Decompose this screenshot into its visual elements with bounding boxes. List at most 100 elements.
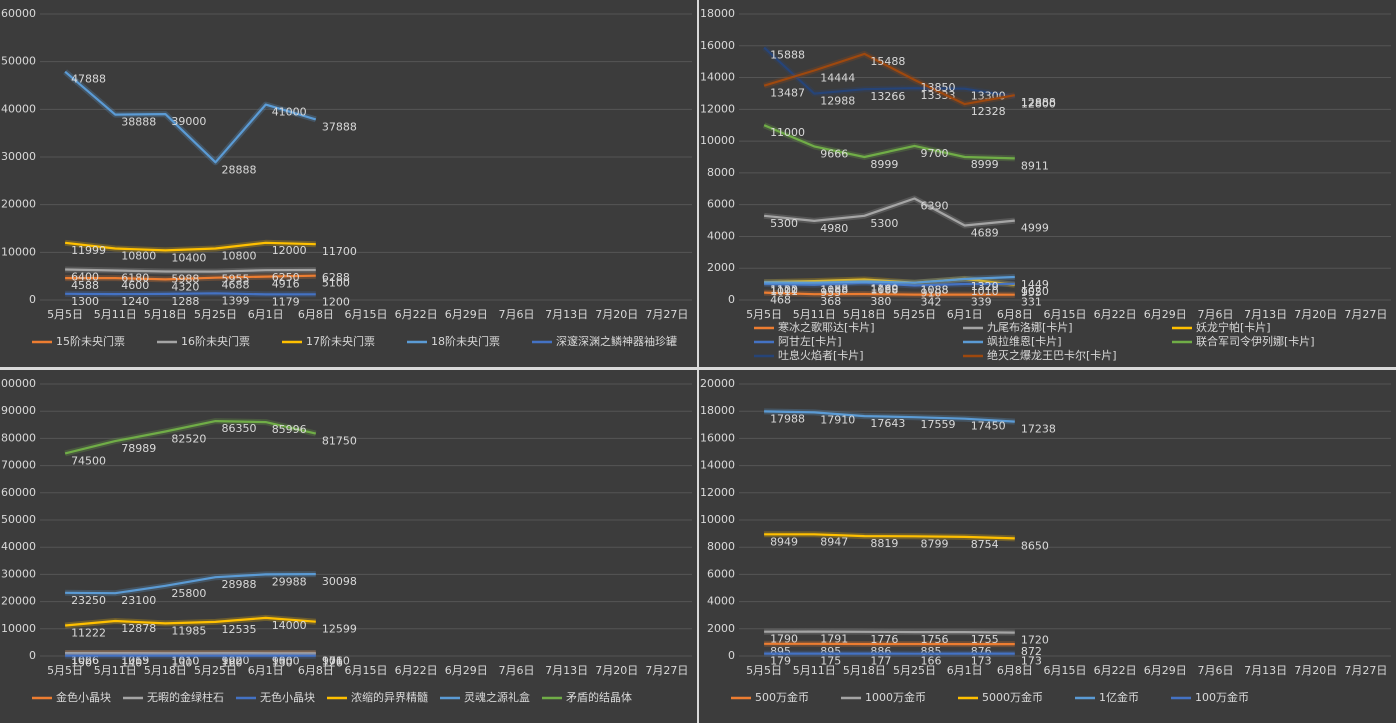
x-tick-label: 5月11日 [94, 664, 137, 677]
data-label: 342 [921, 296, 942, 309]
data-label: 166 [921, 655, 942, 668]
data-label: 976 [322, 654, 343, 667]
data-label: 47888 [71, 73, 106, 86]
y-tick-label: 30000 [1, 150, 36, 163]
data-label: 28988 [222, 578, 257, 591]
x-tick-label: 6月29日 [445, 664, 488, 677]
legend-label: 5000万金币 [982, 690, 1043, 704]
data-label: 6180 [121, 272, 149, 285]
data-label: 17910 [820, 413, 855, 426]
panel-background [0, 370, 697, 723]
series-line [763, 124, 1015, 160]
data-label: 8754 [971, 538, 999, 551]
y-tick-label: 40000 [1, 540, 36, 553]
data-label: 85996 [272, 423, 307, 436]
data-label: 12878 [121, 622, 156, 635]
x-tick-label: 6月1日 [248, 308, 284, 321]
y-tick-label: 4000 [707, 229, 735, 242]
data-label: 11985 [171, 624, 206, 637]
data-label: 1755 [971, 633, 999, 646]
data-label: 1756 [921, 633, 949, 646]
series-line [64, 70, 317, 164]
data-label: 12800 [1021, 98, 1056, 111]
x-tick-label: 6月22日 [1094, 664, 1137, 677]
data-label: 173 [971, 655, 992, 668]
x-tick-label: 7月20日 [1294, 664, 1337, 677]
data-label: 1320 [971, 280, 999, 293]
x-tick-label: 6月29日 [1144, 664, 1187, 677]
x-tick-label: 7月20日 [595, 308, 638, 321]
data-label: 12328 [971, 105, 1006, 118]
x-tick-label: 6月1日 [947, 664, 983, 677]
series-line [65, 573, 316, 595]
data-label: 1088 [921, 284, 949, 297]
y-tick-label: 50000 [1, 513, 36, 526]
data-label: 13850 [921, 81, 956, 94]
data-label: 38888 [121, 116, 156, 129]
data-label: 1449 [1021, 278, 1049, 291]
data-label: 173 [1021, 655, 1042, 668]
data-label: 1020 [1021, 285, 1049, 298]
y-tick-label: 4000 [707, 595, 735, 608]
y-tick-label: 18000 [700, 404, 735, 417]
data-label: 910 [921, 287, 942, 300]
x-tick-label: 7月13日 [1244, 664, 1287, 677]
series-line [764, 275, 1015, 284]
x-tick-label: 7月27日 [645, 308, 688, 321]
x-tick-label: 7月20日 [595, 664, 638, 677]
data-label: 6400 [71, 270, 99, 283]
data-label: 41000 [272, 106, 307, 119]
x-tick-label: 7月27日 [1344, 664, 1387, 677]
x-tick-label: 7月27日 [645, 664, 688, 677]
data-label: 1010 [171, 654, 199, 667]
series-line [64, 420, 317, 455]
x-tick-label: 6月1日 [248, 664, 284, 677]
data-label: 126 [322, 657, 343, 670]
data-label: 955 [820, 286, 841, 299]
data-label: 30098 [322, 575, 357, 588]
data-label: 4588 [71, 279, 99, 292]
y-tick-label: 50000 [1, 55, 36, 68]
x-tick-label: 6月29日 [1144, 308, 1187, 321]
data-label: 1122 [770, 283, 798, 296]
data-label: 5300 [770, 217, 798, 230]
legend-label: 深邃深渊之鳞神器袖珍罐 [556, 334, 677, 348]
data-label: 15888 [770, 49, 805, 62]
legend-label: 浓缩的异界精髓 [351, 690, 428, 704]
data-label: 5988 [171, 272, 199, 285]
data-label: 1026 [71, 654, 99, 667]
x-tick-label: 5月5日 [746, 664, 782, 677]
data-label: 29988 [272, 575, 307, 588]
data-label: 17450 [971, 420, 1006, 433]
data-label: 12000 [272, 244, 307, 257]
data-label: 1020 [222, 654, 250, 667]
series-line [64, 241, 316, 252]
data-label: 1399 [222, 294, 250, 307]
data-label: 4320 [171, 280, 199, 293]
legend-label: 九尾布洛娜[卡片] [987, 320, 1073, 334]
x-tick-label: 5月11日 [94, 308, 137, 321]
y-tick-label: 20000 [1, 595, 36, 608]
data-label: 368 [820, 295, 841, 308]
x-tick-label: 5月25日 [893, 664, 936, 677]
data-label: 8949 [770, 535, 798, 548]
legend-label: 1亿金币 [1099, 690, 1139, 704]
data-label: 11999 [71, 244, 106, 257]
x-tick-label: 5月11日 [793, 308, 836, 321]
data-label: 150 [71, 657, 92, 670]
x-tick-label: 7月20日 [1294, 308, 1337, 321]
y-tick-label: 10000 [700, 134, 735, 147]
y-tick-label: 6000 [707, 567, 735, 580]
legend-label: 18阶未央门票 [431, 334, 500, 348]
data-label: 175 [820, 655, 841, 668]
data-label: 1010 [322, 654, 350, 667]
y-tick-label: 60000 [1, 7, 36, 20]
data-label: 1088 [820, 284, 848, 297]
y-tick-label: 0 [29, 649, 36, 662]
y-tick-label: 14000 [700, 459, 735, 472]
y-tick-label: 10000 [700, 513, 735, 526]
y-tick-label: 80000 [1, 431, 36, 444]
x-tick-label: 5月11日 [793, 664, 836, 677]
data-label: 39000 [171, 115, 206, 128]
x-tick-label: 6月22日 [395, 664, 438, 677]
